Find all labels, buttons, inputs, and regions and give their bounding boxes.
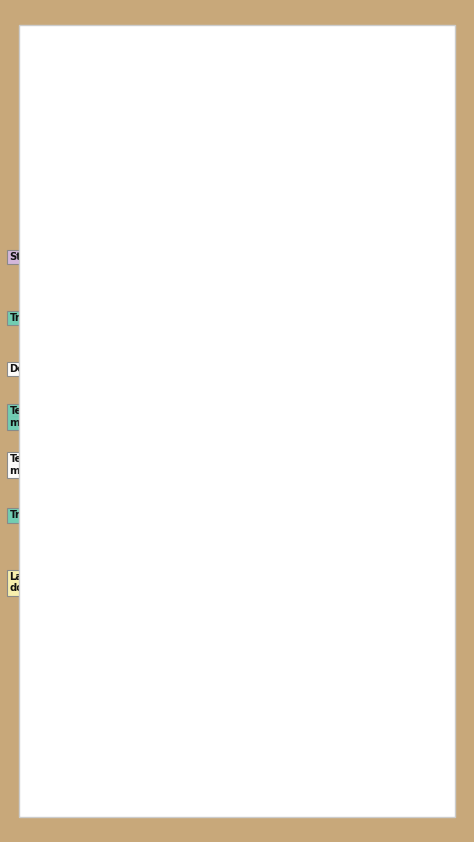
Polygon shape bbox=[246, 185, 299, 295]
Polygon shape bbox=[299, 392, 351, 431]
Polygon shape bbox=[299, 425, 360, 467]
Text: Greater occipital nerve: Greater occipital nerve bbox=[246, 125, 377, 136]
Polygon shape bbox=[313, 324, 384, 372]
Text: Splenius capitis: Splenius capitis bbox=[261, 291, 350, 301]
Text: Deltoid: Deltoid bbox=[9, 364, 50, 374]
Polygon shape bbox=[246, 215, 322, 324]
Text: Semispinalis capitis: Semispinalis capitis bbox=[261, 248, 373, 258]
Ellipse shape bbox=[95, 189, 379, 737]
Ellipse shape bbox=[81, 311, 128, 371]
Ellipse shape bbox=[337, 289, 402, 452]
Text: Triceps: Triceps bbox=[9, 510, 50, 520]
Ellipse shape bbox=[211, 133, 263, 179]
Text: BACK MUSCLES: BACK MUSCLES bbox=[146, 40, 328, 61]
Polygon shape bbox=[81, 181, 237, 375]
Polygon shape bbox=[237, 181, 393, 375]
Polygon shape bbox=[90, 461, 147, 539]
Text: Teres
major: Teres major bbox=[9, 454, 42, 476]
Text: Rhomboid
major: Rhomboid major bbox=[341, 563, 398, 585]
Text: Levator scapulae: Levator scapulae bbox=[261, 336, 357, 346]
Text: Sternocleidomastoid: Sternocleidomastoid bbox=[9, 252, 126, 262]
Polygon shape bbox=[114, 425, 175, 467]
Text: Rhomboid
minor: Rhomboid minor bbox=[341, 504, 398, 526]
Ellipse shape bbox=[346, 311, 393, 371]
FancyBboxPatch shape bbox=[199, 156, 275, 274]
Text: Occipital artery: Occipital artery bbox=[57, 125, 145, 136]
Polygon shape bbox=[100, 341, 237, 674]
Polygon shape bbox=[256, 324, 322, 372]
Text: Supra-
spinatus: Supra- spinatus bbox=[360, 376, 409, 398]
Polygon shape bbox=[303, 375, 379, 440]
Text: Teres
minor: Teres minor bbox=[9, 406, 42, 428]
Text: Infra-
spinatus: Infra- spinatus bbox=[360, 434, 409, 456]
Polygon shape bbox=[123, 392, 175, 431]
Polygon shape bbox=[246, 360, 322, 436]
Polygon shape bbox=[237, 341, 374, 674]
Ellipse shape bbox=[72, 289, 137, 452]
Text: Latissimus
dorsi: Latissimus dorsi bbox=[9, 572, 70, 594]
Polygon shape bbox=[199, 177, 228, 261]
Polygon shape bbox=[327, 461, 384, 539]
Text: Trapezius: Trapezius bbox=[9, 313, 64, 323]
